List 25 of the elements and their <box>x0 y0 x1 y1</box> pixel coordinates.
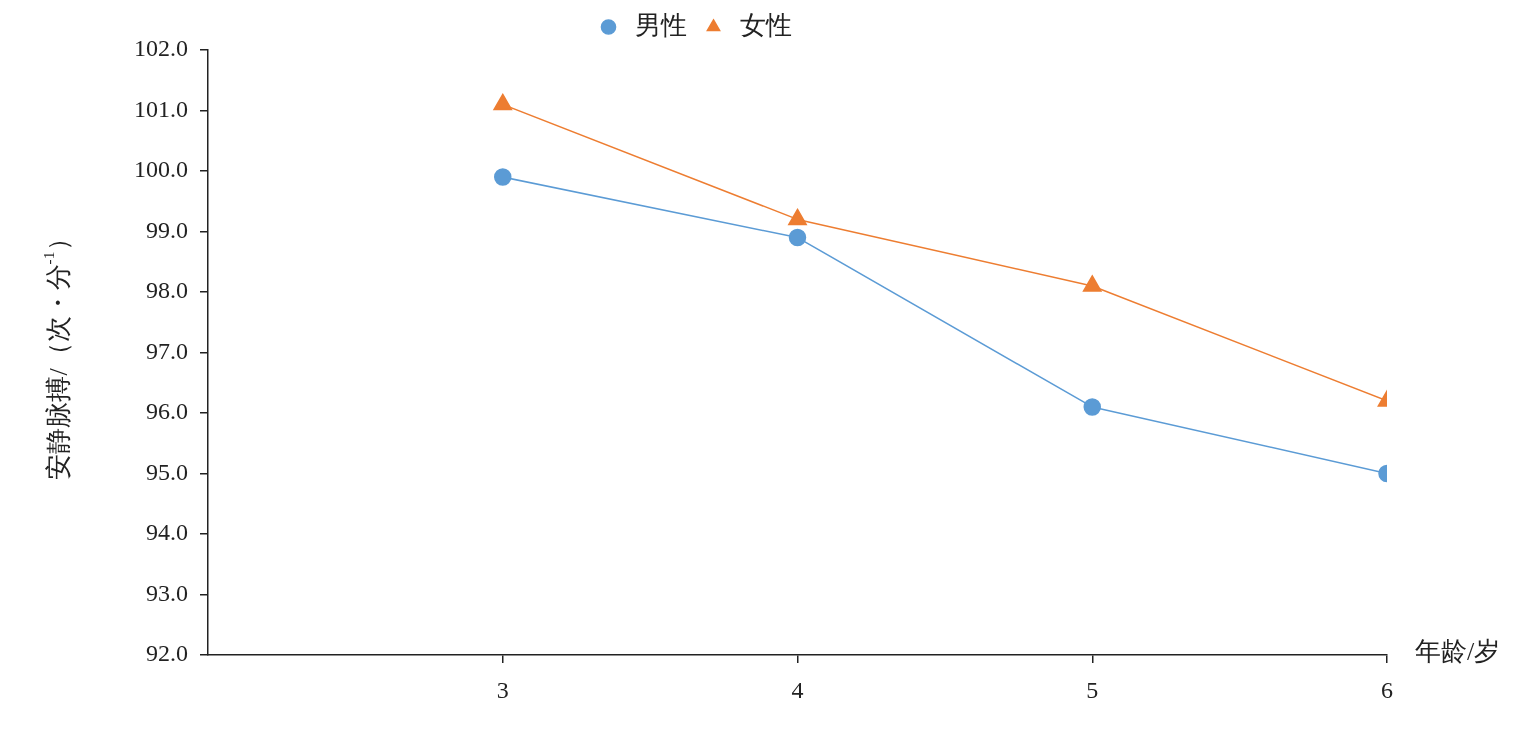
y-tick-label: 93.0 <box>146 579 188 606</box>
point <box>494 168 512 186</box>
y-tick-label: 102.0 <box>134 35 188 62</box>
x-tick-label: 3 <box>496 676 509 703</box>
y-tick-label: 97.0 <box>146 337 188 364</box>
point <box>788 208 807 226</box>
point <box>493 93 513 111</box>
x-tick-label: 4 <box>791 676 804 703</box>
y-axis-title: 安静脉搏/（次・分-1） <box>39 225 73 480</box>
legend-label: 女性 <box>739 10 792 40</box>
x-tick-label: 6 <box>1381 676 1393 703</box>
point <box>788 228 807 247</box>
point <box>1083 398 1101 416</box>
y-tick-label: 101.0 <box>134 95 188 122</box>
y-tick-label: 100.0 <box>134 156 188 183</box>
y-tick-label: 92.0 <box>146 640 188 667</box>
y-tick-label: 96.0 <box>146 398 188 425</box>
legend-label: 男性 <box>634 10 687 40</box>
y-tick-label: 98.0 <box>146 277 188 304</box>
point <box>1082 275 1102 292</box>
y-tick-label: 99.0 <box>146 216 188 243</box>
x-axis-title: 年龄/岁 <box>1415 636 1501 666</box>
y-tick-label: 95.0 <box>146 458 188 485</box>
x-tick-label: 5 <box>1086 676 1099 703</box>
y-tick-label: 94.0 <box>146 519 188 546</box>
